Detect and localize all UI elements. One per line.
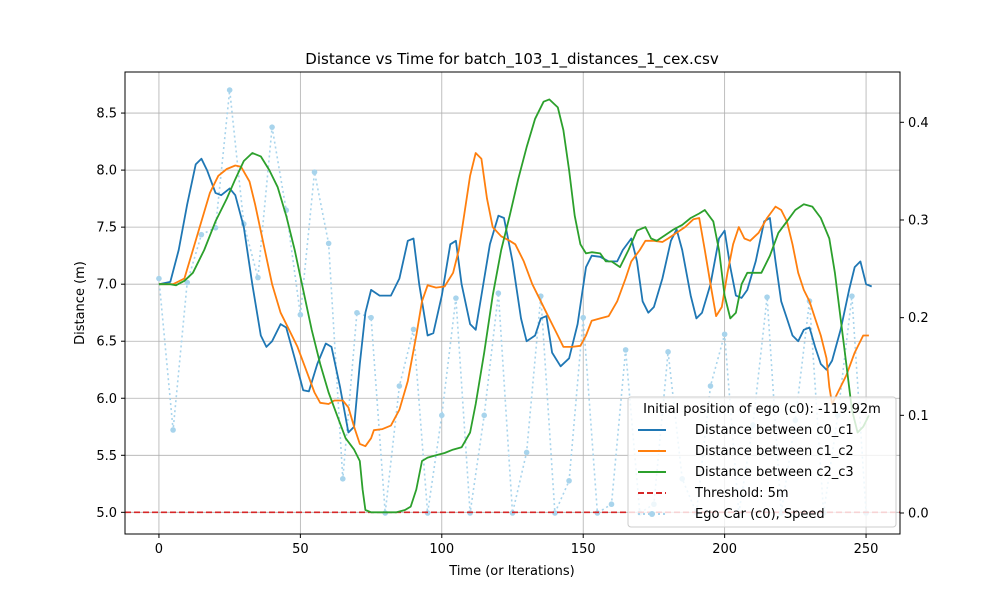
speed-point	[297, 311, 304, 318]
y2-tick-label: 0.4	[908, 116, 929, 131]
plot-frame	[124, 71, 901, 535]
y-tick-label: 8.5	[96, 107, 117, 122]
speed-point	[764, 294, 770, 300]
speed-point	[849, 293, 855, 299]
y2-tick-label: 0.2	[908, 311, 929, 326]
y-tick-label: 6.5	[96, 335, 117, 350]
legend: Initial position of ego (c0): -119.92m D…	[627, 396, 897, 528]
y-axis-label: Distance (m)	[73, 261, 88, 345]
x-tick-label: 0	[155, 542, 163, 557]
axis-ticks: 0 50 100 150 200 250 5.0 5.5 6.0 6.5 7.0 7.5 8.0 8.5 0…	[96, 107, 928, 557]
speed-point	[707, 383, 714, 389]
series-line-c2-c3	[158, 98, 870, 514]
speed-point	[170, 427, 176, 433]
speed-point	[566, 477, 572, 484]
speed-point	[396, 383, 403, 389]
speed-point	[269, 124, 275, 130]
speed-point	[608, 501, 615, 508]
y2-tick-label: 0.0	[908, 507, 929, 522]
legend-marker-speed	[649, 511, 655, 517]
legend-entry-speed: Ego Car (c0), Speed	[695, 507, 825, 522]
y-tick-label: 8.0	[96, 164, 117, 179]
speed-point	[184, 279, 191, 286]
speed-point	[255, 274, 261, 281]
speed-point	[198, 231, 205, 238]
speed-point	[665, 349, 671, 355]
y2-tick-label: 0.3	[908, 213, 929, 228]
y-tick-label: 7.0	[96, 278, 117, 293]
y-tick-label: 7.5	[96, 221, 117, 236]
legend-entry-c2-c3: Distance between c2_c3	[695, 465, 854, 480]
speed-point	[368, 314, 374, 321]
legend-entry-c1-c2: Distance between c1_c2	[695, 444, 854, 459]
y-tick-label: 6.0	[96, 392, 117, 407]
x-tick-label: 200	[712, 542, 737, 557]
series-line-c0-c1	[158, 157, 873, 434]
speed-point	[622, 347, 629, 353]
series-line-c1-c2	[158, 152, 869, 448]
speed-point	[354, 309, 360, 316]
speed-point	[523, 449, 530, 456]
speed-point	[156, 275, 162, 282]
chart-title: Distance vs Time for batch_103_1_distanc…	[305, 50, 719, 69]
legend-title: Initial position of ego (c0): -119.92m	[643, 402, 881, 417]
legend-entry-threshold: Threshold: 5m	[694, 486, 789, 501]
grid	[125, 72, 900, 534]
speed-point	[438, 412, 445, 419]
x-tick-label: 100	[429, 542, 454, 557]
speed-point	[721, 331, 728, 338]
speed-point	[325, 240, 332, 247]
speed-point	[453, 295, 459, 301]
speed-point	[410, 326, 417, 333]
legend-box	[627, 396, 897, 528]
x-tick-label: 250	[854, 542, 879, 557]
speed-point	[580, 314, 587, 321]
x-tick-label: 50	[292, 542, 309, 557]
speed-point	[226, 87, 233, 93]
y-tick-label: 5.5	[96, 449, 117, 464]
x-tick-label: 150	[571, 542, 596, 557]
y-tick-label: 5.0	[96, 506, 117, 521]
x-axis-label: Time (or Iterations)	[448, 564, 574, 579]
y2-tick-label: 0.1	[908, 409, 929, 424]
speed-point	[339, 476, 346, 482]
speed-point	[311, 169, 318, 175]
speed-point	[495, 290, 502, 297]
legend-entry-c0-c1: Distance between c0_c1	[695, 423, 854, 438]
speed-point	[481, 412, 488, 419]
